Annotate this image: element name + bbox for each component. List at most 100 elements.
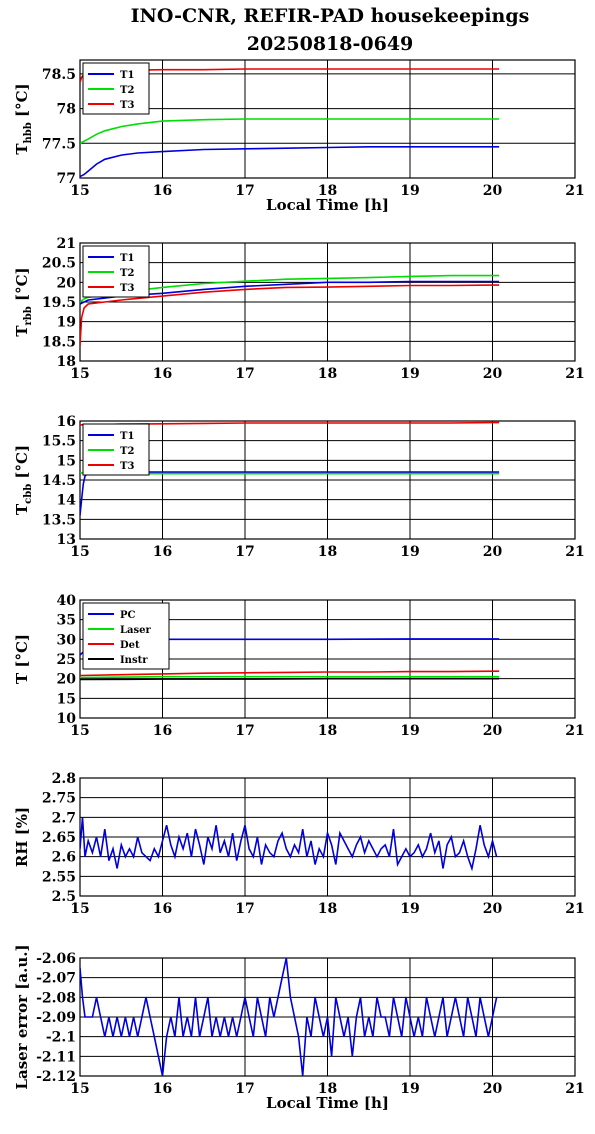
ytick-label: 13.5 xyxy=(42,512,76,528)
legend-label: T3 xyxy=(120,283,134,294)
series-line-t1 xyxy=(80,146,500,178)
panel-5: 2.5 2.55 2.6 2.65 2.7 2.75 2.8 15 16 17 18 19 20 21 RH… xyxy=(13,771,585,917)
ytick-label: 16 xyxy=(57,414,76,430)
xtick-label: 17 xyxy=(235,901,254,917)
xtick-label: 16 xyxy=(153,901,172,917)
legend-label: T3 xyxy=(120,100,134,111)
xtick-label: 17 xyxy=(235,544,254,560)
plot-frame xyxy=(79,59,576,179)
xtick-label: 18 xyxy=(318,901,337,917)
plot-frame xyxy=(79,599,576,719)
xtick-label: 16 xyxy=(153,366,172,382)
plot-frame xyxy=(79,957,576,1077)
xtick-label: 21 xyxy=(565,183,584,199)
xtick-label: 18 xyxy=(318,544,337,560)
ytick-label: -2.08 xyxy=(36,990,76,1006)
y-axis-label: T [°C] xyxy=(13,634,31,684)
xtick-label: 16 xyxy=(153,183,172,199)
xtick-label: 21 xyxy=(565,366,584,382)
ytick-label: 77.5 xyxy=(42,136,76,152)
xtick-label: 19 xyxy=(400,1081,419,1097)
ytick-label: 2.65 xyxy=(42,830,76,846)
ytick-label: 77 xyxy=(57,171,76,187)
series-line-instr xyxy=(80,677,500,681)
xtick-label: 18 xyxy=(318,723,337,739)
y-axis-label: Thbb [°C] xyxy=(13,83,34,154)
xtick-label: 17 xyxy=(235,366,254,382)
legend: T1 T2 T3 xyxy=(82,245,150,298)
ytick-label: 40 xyxy=(57,593,77,609)
legend-label: T1 xyxy=(120,70,134,81)
ytick-label: -2.1 xyxy=(46,1030,76,1046)
legend-label: PC xyxy=(120,610,136,621)
xtick-label: 20 xyxy=(483,366,503,382)
y-axis-label: Trbb [°C] xyxy=(13,267,34,336)
xtick-label: 17 xyxy=(235,183,254,199)
x-axis-label: Local Time [h] xyxy=(266,196,389,214)
xtick-label: 16 xyxy=(153,1081,172,1097)
legend-label: Det xyxy=(120,640,140,651)
panel-2: 18 18.5 19 19.5 20 20.5 21 15 16 17 18 19 20 21 T1 T2 T3… xyxy=(13,236,585,382)
ytick-label: 18.5 xyxy=(42,334,76,350)
xtick-label: 19 xyxy=(400,366,419,382)
ytick-label: -2.09 xyxy=(36,1010,76,1026)
ytick-label: 35 xyxy=(57,613,76,629)
xtick-label: 16 xyxy=(153,544,172,560)
series-line-data xyxy=(80,958,498,1076)
legend: PC Laser Det Instr xyxy=(82,602,170,670)
plot-frame xyxy=(79,777,576,897)
xtick-label: 20 xyxy=(483,901,503,917)
ytick-label: 14 xyxy=(57,493,77,509)
ytick-label: 2.75 xyxy=(42,791,76,807)
xtick-label: 15 xyxy=(70,901,89,917)
xtick-label: 19 xyxy=(400,544,419,560)
xtick-label: 15 xyxy=(70,544,89,560)
xtick-label: 20 xyxy=(483,183,503,199)
plot-frame xyxy=(79,420,576,540)
panel-1: 77 77.5 78 78.5 15 16 17 18 19 20 21 T1 T2 T3 Thbb [°C… xyxy=(13,59,585,214)
xtick-label: 18 xyxy=(318,1081,337,1097)
series-line-laser xyxy=(80,675,500,679)
legend-label: T1 xyxy=(120,253,134,264)
ytick-label: -2.12 xyxy=(36,1069,76,1085)
xtick-label: 17 xyxy=(235,1081,254,1097)
xtick-label: 21 xyxy=(565,723,584,739)
xtick-label: 19 xyxy=(400,901,419,917)
ytick-label: 30 xyxy=(57,632,77,648)
xtick-label: 20 xyxy=(483,544,503,560)
ytick-label: 13 xyxy=(57,532,76,548)
legend-box xyxy=(82,62,150,115)
legend-label: Laser xyxy=(120,625,152,636)
chart-panels: 77 77.5 78 78.5 15 16 17 18 19 20 21 T1 T2 T3 Thbb [°C… xyxy=(13,59,585,1112)
ytick-label: 20.5 xyxy=(42,256,76,272)
series-line-t2 xyxy=(80,118,500,145)
xtick-label: 17 xyxy=(235,723,254,739)
ytick-label: 20 xyxy=(57,275,77,291)
xtick-label: 15 xyxy=(70,183,89,199)
series-line-t1 xyxy=(80,280,500,305)
xtick-label: 18 xyxy=(318,183,337,199)
figure-title-line1: INO-CNR, REFIR-PAD housekeepings xyxy=(131,5,530,27)
x-axis-label: Local Time [h] xyxy=(266,1094,389,1112)
xtick-label: 15 xyxy=(70,723,89,739)
series-line-t1 xyxy=(80,471,500,516)
ytick-label: 19.5 xyxy=(42,295,76,311)
ytick-label: 15 xyxy=(57,691,76,707)
ytick-label: 20 xyxy=(57,672,77,688)
xtick-label: 19 xyxy=(400,723,419,739)
legend-label: T2 xyxy=(120,446,134,457)
ytick-label: -2.07 xyxy=(36,971,76,987)
ytick-label: 18 xyxy=(57,354,76,370)
ytick-label: 2.55 xyxy=(42,869,76,885)
xtick-label: 20 xyxy=(483,1081,503,1097)
ytick-label: 15.5 xyxy=(42,434,76,450)
panel-3: 13 13.5 14 14.5 15 15.5 16 15 16 17 18 19 20 21 T1 T2 T3… xyxy=(13,414,585,560)
ytick-label: 2.7 xyxy=(52,810,76,826)
ytick-label: -2.11 xyxy=(36,1049,76,1065)
y-axis-label: Tcbb [°C] xyxy=(13,445,34,515)
y-axis-label: RH [%] xyxy=(13,807,31,867)
y-axis-label: Laser error [a.u.] xyxy=(13,944,31,1089)
ytick-label: 78 xyxy=(57,102,76,118)
legend: T1 T2 T3 xyxy=(82,423,150,476)
